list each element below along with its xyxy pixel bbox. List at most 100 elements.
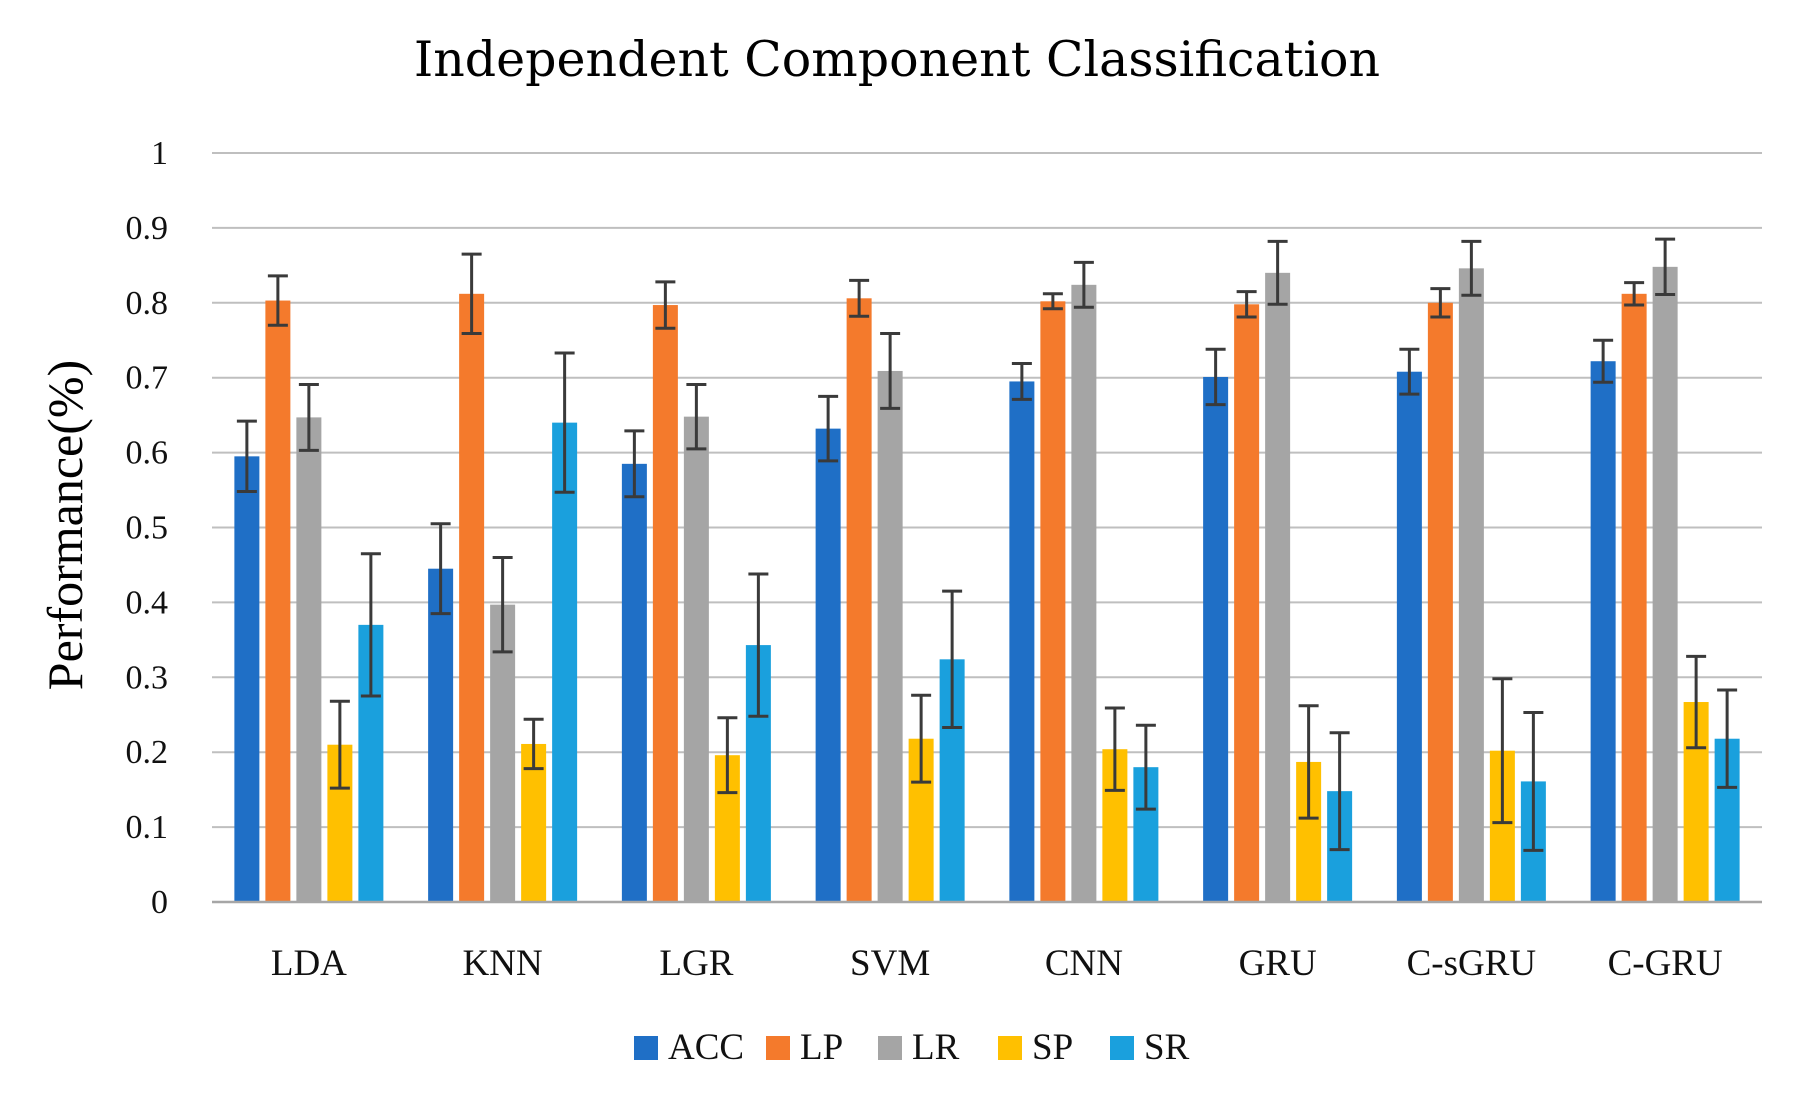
error-bar-sp-c-gru xyxy=(1686,654,1707,750)
bar-lr-svm xyxy=(877,370,903,903)
error-bar-acc-gru xyxy=(1205,347,1226,407)
legend-label: SR xyxy=(1144,1027,1190,1068)
x-category-label: SVM xyxy=(850,943,930,984)
error-bar-lr-knn xyxy=(492,555,513,654)
chart-title: Independent Component Classification xyxy=(414,31,1380,88)
legend: ACC LP LR SP SR xyxy=(634,1027,1190,1068)
bar-acc-cnn xyxy=(1009,381,1035,902)
bar-lr-cnn xyxy=(1071,284,1097,903)
y-tick-label: 0.4 xyxy=(126,584,169,621)
error-bar-acc-c-gru xyxy=(1593,338,1614,384)
y-axis-label: Performance(%) xyxy=(37,360,93,690)
x-category-label: GRU xyxy=(1239,943,1317,984)
error-bar-lp-lda xyxy=(267,274,288,327)
error-bar-sr-c-gru xyxy=(1717,688,1738,789)
bar-lr-knn xyxy=(490,604,516,902)
error-bar-lp-lgr xyxy=(655,280,676,330)
bars xyxy=(234,266,1740,903)
error-bar-acc-c-sgru xyxy=(1399,347,1420,396)
legend-item-sr: SR xyxy=(1110,1027,1190,1068)
bar-lp-lgr xyxy=(652,305,678,902)
x-category-label: CNN xyxy=(1045,943,1123,984)
legend-swatch xyxy=(998,1036,1022,1060)
bar-lp-c-gru xyxy=(1621,293,1647,902)
bar-sp-knn xyxy=(521,743,547,902)
legend-swatch xyxy=(766,1036,790,1060)
x-axis-category-labels: LDA KNN LGR SVM CNN GRU C-sGRU C-GRU xyxy=(271,943,1723,984)
error-bar-sp-lgr xyxy=(717,716,738,795)
x-category-label: LDA xyxy=(271,943,347,984)
bar-acc-knn xyxy=(428,568,454,902)
error-bar-sp-svm xyxy=(911,693,932,784)
y-tick-label: 0 xyxy=(151,884,168,921)
error-bar-sr-knn xyxy=(554,351,575,494)
legend-label: LP xyxy=(800,1027,843,1068)
y-tick-label: 0.1 xyxy=(126,809,169,846)
error-bar-sr-gru xyxy=(1329,731,1350,852)
bar-acc-gru xyxy=(1203,376,1229,902)
y-tick-label: 0.7 xyxy=(126,360,169,397)
bar-sr-knn xyxy=(552,422,578,902)
y-tick-label: 1 xyxy=(151,135,168,172)
bar-acc-lda xyxy=(234,456,260,902)
bar-lp-knn xyxy=(459,293,485,902)
y-tick-label: 0.3 xyxy=(126,659,169,696)
error-bar-lp-cnn xyxy=(1042,292,1063,311)
x-category-label: LGR xyxy=(659,943,733,984)
legend-label: SP xyxy=(1032,1027,1073,1068)
y-axis-ticks: 0 0.1 0.2 0.3 0.4 0.5 0.6 0.7 0.8 0.9 1 xyxy=(126,135,169,921)
legend-item-lp: LP xyxy=(766,1027,843,1068)
legend-item-lr: LR xyxy=(878,1027,960,1068)
error-bar-lp-knn xyxy=(461,252,482,336)
error-bar-sp-c-sgru xyxy=(1492,677,1513,825)
bar-lr-lgr xyxy=(683,416,709,902)
error-bar-lr-lda xyxy=(298,382,319,452)
y-tick-label: 0.9 xyxy=(126,210,169,247)
error-bar-lr-cnn xyxy=(1073,260,1094,309)
legend-label: LR xyxy=(912,1027,960,1068)
bar-lr-lda xyxy=(296,417,322,902)
bar-lp-gru xyxy=(1234,304,1260,903)
error-bar-lr-svm xyxy=(880,332,901,410)
error-bar-acc-svm xyxy=(818,394,839,463)
error-bar-lp-gru xyxy=(1236,290,1257,319)
bar-lp-svm xyxy=(846,298,872,902)
legend-label: ACC xyxy=(668,1027,744,1068)
bar-acc-c-sgru xyxy=(1396,371,1422,902)
bar-acc-lgr xyxy=(621,463,647,902)
error-bar-sr-lgr xyxy=(748,572,769,718)
error-bar-sp-knn xyxy=(523,717,544,771)
error-bar-lp-c-gru xyxy=(1624,281,1645,307)
x-category-label: KNN xyxy=(463,943,543,984)
error-bar-acc-lda xyxy=(236,419,257,494)
error-bar-sp-gru xyxy=(1298,704,1319,820)
bar-lp-lda xyxy=(265,300,291,903)
y-tick-label: 0.6 xyxy=(126,435,169,472)
error-bar-acc-lgr xyxy=(624,429,645,499)
legend-swatch xyxy=(1110,1036,1134,1060)
bar-lr-c-gru xyxy=(1652,266,1678,902)
legend-swatch xyxy=(634,1036,658,1060)
error-bar-lp-c-sgru xyxy=(1430,287,1451,319)
error-bar-acc-knn xyxy=(430,522,451,616)
error-bar-sr-c-sgru xyxy=(1523,711,1544,852)
x-category-label: C-GRU xyxy=(1608,943,1723,984)
error-bars xyxy=(236,237,1738,852)
legend-swatch xyxy=(878,1036,902,1060)
error-bar-lr-c-gru xyxy=(1655,237,1676,297)
error-bar-sr-svm xyxy=(942,589,963,729)
bar-acc-c-gru xyxy=(1590,361,1616,902)
y-tick-label: 0.5 xyxy=(126,510,169,547)
bar-acc-svm xyxy=(815,428,841,902)
x-category-label: C-sGRU xyxy=(1407,943,1537,984)
error-bar-lr-c-sgru xyxy=(1461,239,1482,297)
bar-lp-c-sgru xyxy=(1427,302,1453,902)
error-bar-lr-gru xyxy=(1267,239,1288,306)
error-bar-acc-cnn xyxy=(1011,361,1032,401)
y-tick-label: 0.2 xyxy=(126,734,169,771)
bar-lr-gru xyxy=(1265,272,1291,903)
error-bar-sr-cnn xyxy=(1135,723,1156,811)
bar-lr-c-sgru xyxy=(1458,268,1484,902)
